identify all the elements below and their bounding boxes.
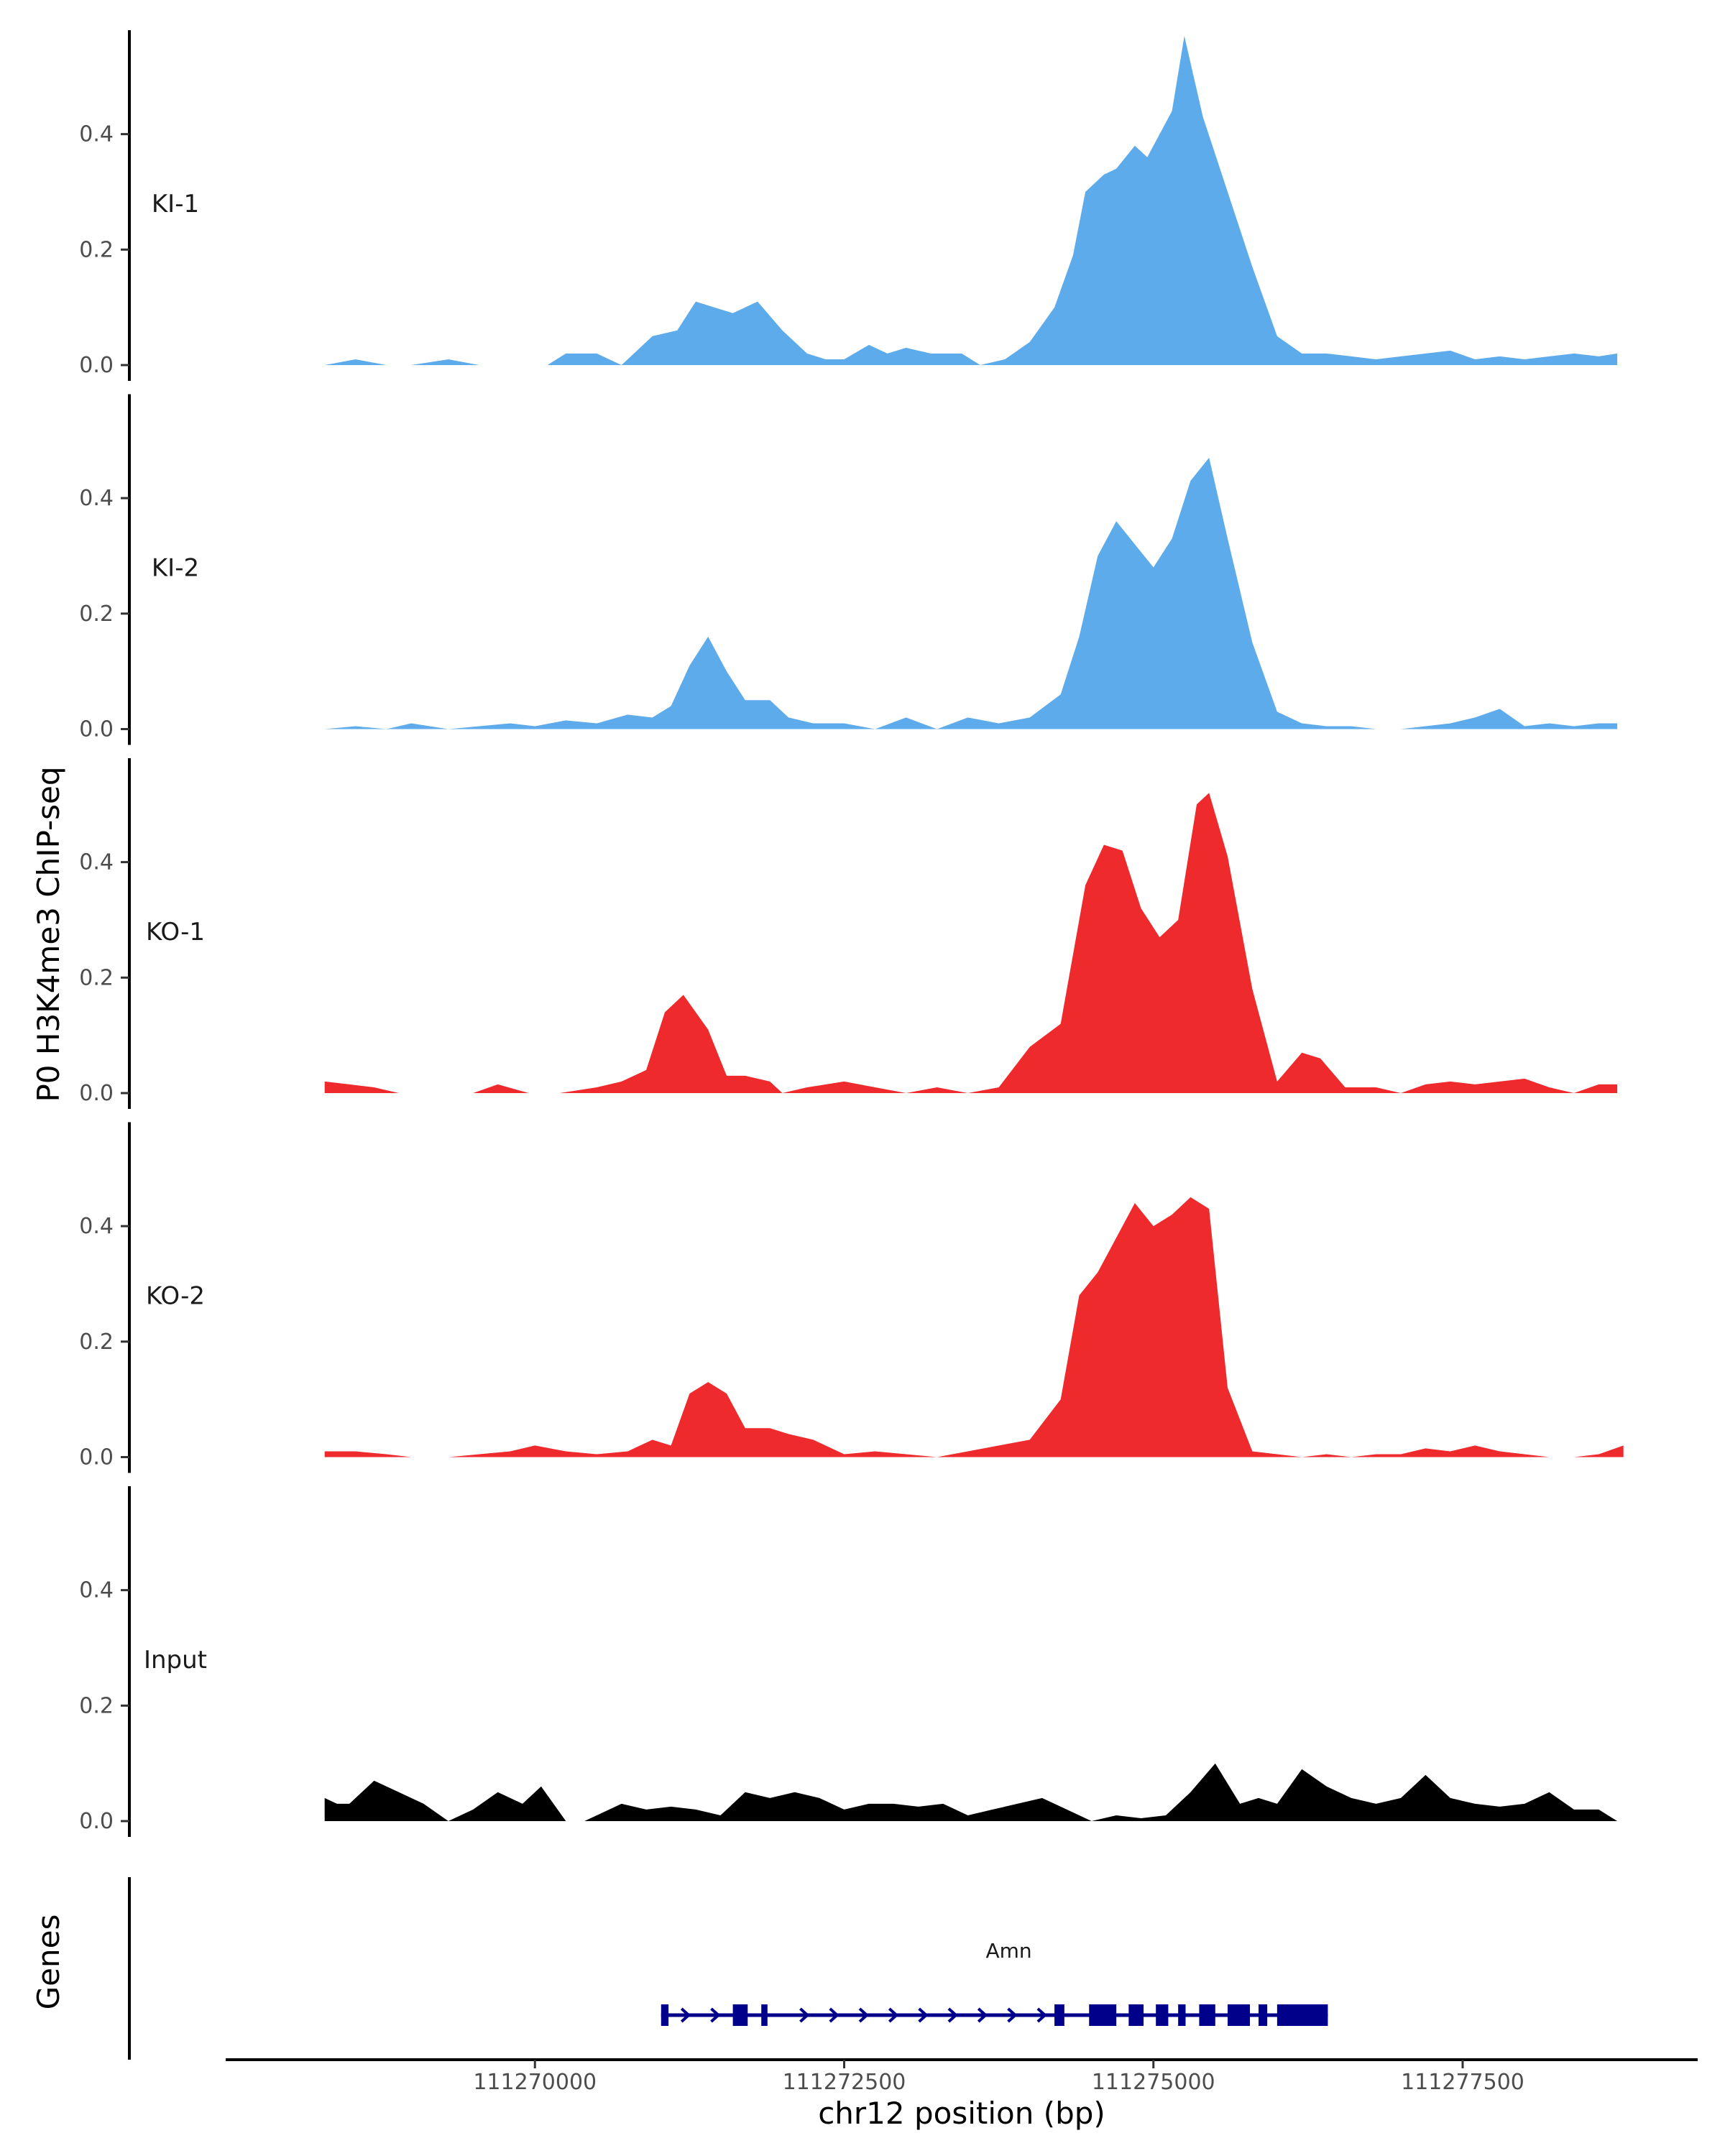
gene-exon [732, 2004, 748, 2026]
y-axis-title: P0 H3K4me3 ChIP-seq [31, 766, 66, 1102]
gene-exon [1199, 2004, 1215, 2026]
y-tick-label: 0.0 [79, 1081, 114, 1106]
coverage-area-ko-1 [324, 793, 1618, 1093]
track-label: Input [144, 1646, 207, 1674]
strand-arrow [1036, 2007, 1047, 2023]
y-tick-label: 0.2 [79, 1330, 114, 1355]
y-tick-label: 0.4 [79, 850, 114, 875]
track-ki-2: 0.0 0.2 0.4 KI-2 [79, 394, 1618, 745]
strand-arrow [858, 2007, 870, 2023]
strand-arrow [799, 2007, 810, 2023]
track-ko-2: 0.0 0.2 0.4 KO-2 [79, 1122, 1624, 1473]
y-tick-label: 0.2 [79, 237, 114, 262]
strand-arrow [888, 2007, 899, 2023]
gene-track: Amn [128, 1877, 1328, 2060]
gene-exon [761, 2004, 768, 2026]
gene-exon [1276, 2004, 1328, 2026]
strand-arrow [918, 2007, 929, 2023]
gene-exon [1259, 2004, 1268, 2026]
strand-arrow [947, 2007, 958, 2023]
strand-arrow [710, 2007, 721, 2023]
y-tick-label: 0.2 [79, 602, 114, 627]
x-axis-title: chr12 position (bp) [818, 2096, 1105, 2131]
gene-name-label: Amn [986, 1939, 1032, 1963]
strand-arrow [977, 2007, 988, 2023]
gene-exon [1128, 2004, 1144, 2026]
x-tick-label: 111275000 [1092, 2070, 1215, 2095]
track-ko-1: 0.0 0.2 0.4 KO-1 [79, 758, 1618, 1109]
coverage-area-ki-2 [324, 457, 1618, 729]
y-tick-label: 0.0 [79, 717, 114, 742]
strand-arrow [1007, 2007, 1018, 2023]
tracks-group: 0.00.20.4KI-10.00.20.4KI-20.00.20.4KO-10… [79, 30, 1624, 1837]
gene-exon [1156, 2004, 1169, 2026]
gene-exon [661, 2004, 669, 2026]
y-tick-label: 0.4 [79, 1214, 114, 1239]
x-tick-label: 111277500 [1401, 2070, 1524, 2095]
gene-exon [1178, 2004, 1186, 2026]
strand-arrow [680, 2007, 691, 2023]
y-tick-label: 0.4 [79, 1578, 114, 1603]
x-tick-label: 111270000 [473, 2070, 597, 2095]
y-tick-label: 0.2 [79, 965, 114, 990]
y-tick-label: 0.0 [79, 353, 114, 378]
track-label: KI-1 [152, 190, 199, 218]
y-tick-label: 0.4 [79, 486, 114, 511]
track-label: KO-2 [146, 1282, 205, 1311]
track-label: KO-1 [146, 918, 205, 946]
track-label: KI-2 [152, 554, 199, 583]
gene-exon [1228, 2004, 1250, 2026]
y-tick-label: 0.0 [79, 1809, 114, 1834]
genes-axis-title: Genes [31, 1915, 66, 2010]
strand-arrow [829, 2007, 840, 2023]
y-tick-label: 0.0 [79, 1445, 114, 1470]
x-axis: 111270000 111272500 111275000 111277500 [226, 2058, 1698, 2095]
coverage-area-ko-2 [324, 1197, 1624, 1457]
gene-exon [1054, 2004, 1064, 2026]
track-input: 0.0 0.2 0.4 Input [79, 1486, 1618, 1837]
y-tick-label: 0.2 [79, 1693, 114, 1718]
x-tick-label: 111272500 [783, 2070, 906, 2095]
y-tick-label: 0.4 [79, 122, 114, 147]
coverage-area-ki-1 [324, 36, 1618, 365]
gene-exon [1089, 2004, 1117, 2026]
track-ki-1: 0.0 0.2 0.4 KI-1 [79, 30, 1618, 381]
coverage-area-input [324, 1763, 1618, 1821]
